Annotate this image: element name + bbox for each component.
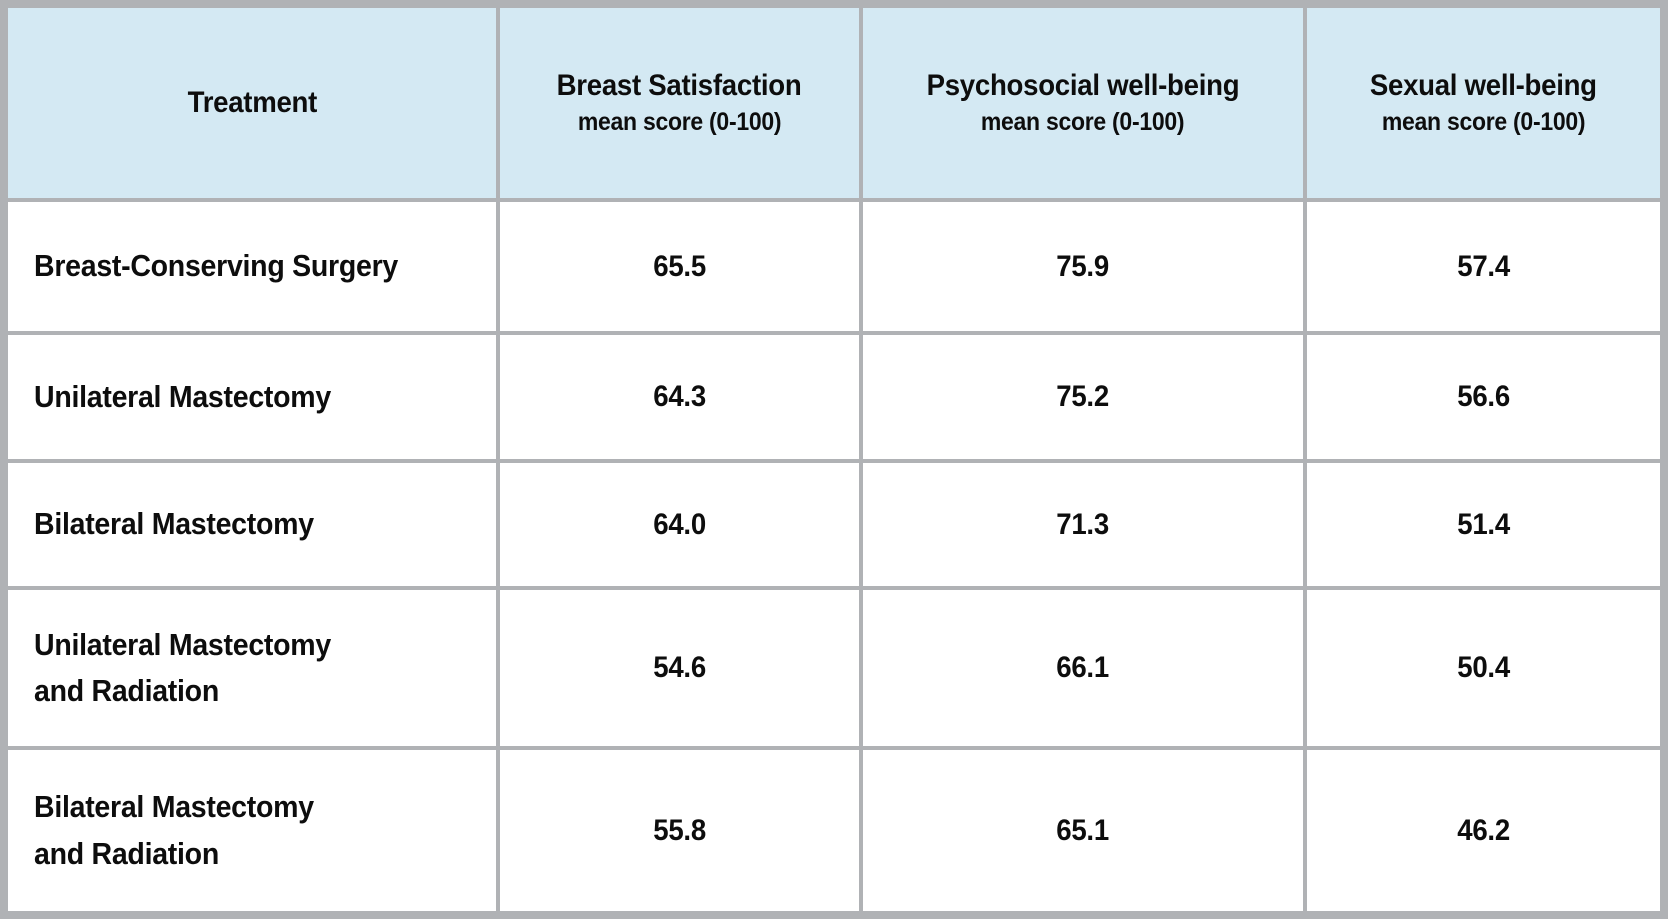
value-cell: 71.3	[863, 463, 1303, 586]
value-cell: 66.1	[863, 590, 1303, 746]
value-text: 65.1	[1056, 813, 1110, 847]
value-cell: 64.3	[500, 335, 859, 459]
value-cell: 75.9	[863, 202, 1303, 331]
value-text: 65.5	[653, 249, 706, 283]
value-text: 75.9	[1056, 249, 1110, 283]
value-cell: 54.6	[500, 590, 859, 746]
value-text: 55.8	[653, 813, 706, 847]
header-label-breast-satisfaction: Breast Satisfaction	[557, 68, 802, 102]
header-cell-treatment: Treatment	[8, 8, 496, 198]
row-label-cell: Breast-Conserving Surgery	[8, 202, 496, 331]
row-label-cell: Bilateral Mastectomy and Radiation	[8, 750, 496, 911]
value-cell: 55.8	[500, 750, 859, 911]
value-text: 64.3	[653, 380, 706, 413]
header-label-psychosocial: Psychosocial well-being	[926, 68, 1240, 102]
header-sublabel-sexual: mean score (0-100)	[1381, 108, 1586, 137]
value-text: 71.3	[1056, 507, 1110, 541]
value-cell: 65.5	[500, 202, 859, 331]
row-label: Breast-Conserving Surgery	[34, 248, 398, 284]
value-cell: 50.4	[1307, 590, 1660, 746]
header-cell-psychosocial: Psychosocial well-being mean score (0-10…	[863, 8, 1303, 198]
value-cell: 57.4	[1307, 202, 1660, 331]
value-text: 50.4	[1457, 651, 1510, 684]
value-text: 57.4	[1457, 249, 1510, 283]
value-cell: 65.1	[863, 750, 1303, 911]
header-sublabel-psychosocial: mean score (0-100)	[981, 108, 1185, 137]
value-cell: 64.0	[500, 463, 859, 586]
header-label-treatment: Treatment	[187, 85, 317, 119]
value-text: 64.0	[653, 507, 706, 541]
value-cell: 46.2	[1307, 750, 1660, 911]
value-cell: 56.6	[1307, 335, 1660, 459]
value-text: 54.6	[653, 651, 706, 684]
row-label: Unilateral Mastectomy	[34, 378, 331, 414]
value-text: 46.2	[1457, 813, 1510, 847]
header-sublabel-breast-satisfaction: mean score (0-100)	[577, 108, 782, 137]
header-label-sexual: Sexual well-being	[1370, 68, 1597, 102]
value-cell: 75.2	[863, 335, 1303, 459]
row-label: Bilateral Mastectomy	[34, 506, 314, 542]
row-label-cell: Unilateral Mastectomy	[8, 335, 496, 459]
header-cell-sexual: Sexual well-being mean score (0-100)	[1307, 8, 1660, 198]
value-cell: 51.4	[1307, 463, 1660, 586]
value-text: 66.1	[1056, 651, 1110, 684]
value-text: 75.2	[1056, 380, 1110, 413]
row-label: Bilateral Mastectomy and Radiation	[34, 789, 314, 871]
row-label-cell: Unilateral Mastectomy and Radiation	[8, 590, 496, 746]
value-text: 56.6	[1457, 380, 1510, 413]
row-label-cell: Bilateral Mastectomy	[8, 463, 496, 586]
row-label: Unilateral Mastectomy and Radiation	[34, 626, 331, 709]
value-text: 51.4	[1457, 507, 1510, 541]
header-cell-breast-satisfaction: Breast Satisfaction mean score (0-100)	[500, 8, 859, 198]
